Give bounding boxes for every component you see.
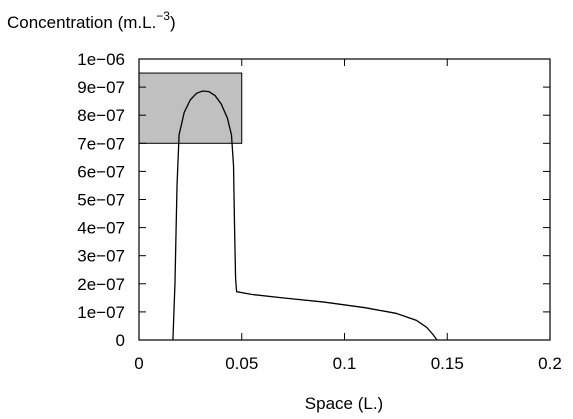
x-axis: 0 0.05 0.1 0.15 0.2 <box>134 59 562 373</box>
y-axis: 0 1e−07 2e−07 3e−07 4e−07 5e−07 6e−07 7e−07 8e−0… <box>77 50 550 350</box>
y-tick-label: 9e−07 <box>77 78 125 97</box>
annotations-layer <box>138 72 243 144</box>
x-tick-label: 0.1 <box>333 354 357 373</box>
y-tick-label: 3e−07 <box>77 247 125 266</box>
y-tick-label: 8e−07 <box>77 106 125 125</box>
y-axis-label-close: ) <box>170 13 176 32</box>
y-axis-label: Concentration (m.L.−3) <box>7 9 176 32</box>
y-tick-label: 2e−07 <box>77 275 125 294</box>
y-tick-label: 0 <box>116 331 125 350</box>
x-tick-label: 0.2 <box>538 354 562 373</box>
y-tick-label: 1e−07 <box>77 303 125 322</box>
y-tick-label: 5e−07 <box>77 191 125 210</box>
x-tick-label: 0.05 <box>225 354 258 373</box>
y-tick-label: 1e−06 <box>77 50 125 69</box>
y-tick-label: 7e−07 <box>77 134 125 153</box>
x-tick-label: 0 <box>134 354 143 373</box>
y-tick-label: 4e−07 <box>77 219 125 238</box>
y-axis-label-superscript: −3 <box>156 9 170 23</box>
y-tick-label: 6e−07 <box>77 162 125 181</box>
x-tick-label: 0.15 <box>431 354 464 373</box>
series-line <box>172 90 438 341</box>
shaded-rectangle-0 <box>138 72 243 144</box>
y-axis-label-main: Concentration (m.L. <box>7 13 156 32</box>
x-axis-label: Space (L.) <box>305 394 383 413</box>
